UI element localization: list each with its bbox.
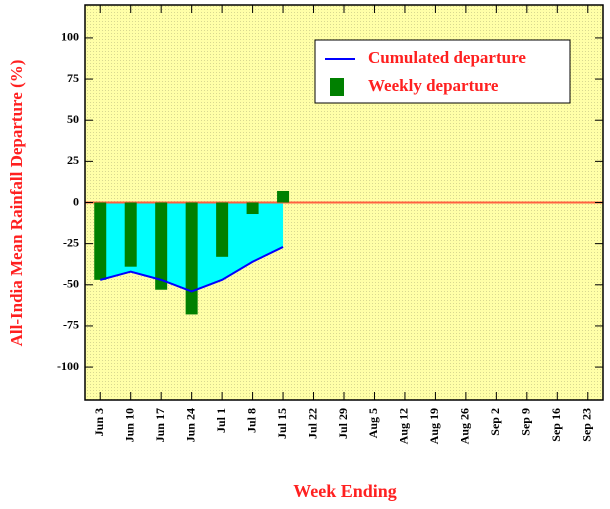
x-tick-label: Aug 19 <box>427 408 441 444</box>
line <box>99 246 284 293</box>
y-tick-label: -50 <box>63 277 79 291</box>
y-tick-label: 0 <box>73 194 79 208</box>
x-tick-label: Jun 24 <box>183 408 197 442</box>
bar <box>277 190 290 203</box>
x-tick-label: Jul 15 <box>275 408 289 439</box>
y-tick-label: 50 <box>67 112 79 126</box>
bar <box>124 202 137 267</box>
x-tick-label: Sep 16 <box>549 408 563 442</box>
x-tick-label: Aug 5 <box>366 408 380 438</box>
x-tick-label: Jun 17 <box>153 408 167 442</box>
bar <box>155 202 168 290</box>
x-tick-label: Jun 3 <box>92 408 106 436</box>
x-tick-label: Aug 12 <box>397 408 411 444</box>
x-tick-label: Sep 2 <box>488 408 502 436</box>
x-tick-label: Sep 23 <box>580 408 594 442</box>
x-tick-label: Aug 26 <box>458 408 472 444</box>
y-tick-label: 25 <box>67 153 79 167</box>
legend-label: Weekly departure <box>368 76 499 95</box>
x-tick-label: Jul 22 <box>305 408 319 439</box>
x-tick-label: Jul 1 <box>214 408 228 433</box>
legend-box <box>314 39 571 104</box>
x-tick-label: Jun 10 <box>122 408 136 442</box>
x-axis-label: Week Ending <box>293 481 397 501</box>
y-tick-label: -75 <box>63 318 79 332</box>
x-tick-label: Sep 9 <box>519 408 533 436</box>
y-tick-label: -100 <box>57 359 79 373</box>
y-tick-label: -25 <box>63 235 79 249</box>
x-tick-label: Jul 29 <box>336 408 350 439</box>
legend-bar <box>330 78 344 96</box>
bar <box>246 202 259 215</box>
bar <box>216 202 229 257</box>
legend-label: Cumulated departure <box>368 48 526 67</box>
x-tick-label: Jul 8 <box>244 408 258 433</box>
bar <box>185 202 198 315</box>
y-axis-label: All-India Mean Rainfall Departure (%) <box>7 60 26 347</box>
y-tick-label: 100 <box>61 30 79 44</box>
bar <box>94 202 107 280</box>
y-tick-label: 75 <box>67 71 79 85</box>
